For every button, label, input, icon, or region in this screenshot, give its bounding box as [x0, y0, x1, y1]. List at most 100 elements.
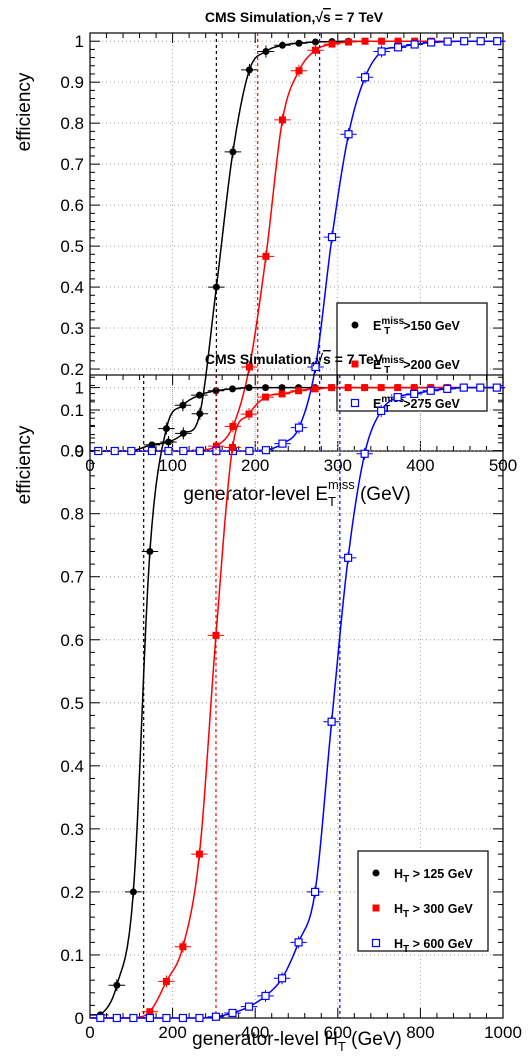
data-point: [141, 545, 159, 558]
marker-square: [262, 252, 270, 260]
x-tick-label: 800: [406, 1023, 434, 1042]
legend-label-main: E: [373, 358, 381, 372]
marker-square: [245, 363, 253, 371]
chart-title-sqrt-arg: s: [323, 351, 331, 367]
legend-label: HT > 600 GeV: [394, 937, 473, 955]
marker-open-square: [164, 446, 173, 456]
marker-open-square: [195, 1013, 204, 1023]
marker-square: [328, 384, 336, 392]
data-point: [257, 250, 275, 263]
marker-open-square: [162, 1013, 171, 1023]
data-point: [257, 393, 274, 401]
x-axis-label: generator-level ETmiss (GeV): [183, 477, 410, 509]
chart-title-rest: = 7 TeV: [331, 9, 384, 25]
data-point: [290, 421, 308, 434]
data-point: [422, 38, 440, 47]
x-tick-label: 1000: [484, 1023, 522, 1042]
series-3: [90, 375, 506, 1023]
x-axis-label-main: generator-level H: [192, 1029, 338, 1050]
marker-circle: [229, 148, 237, 156]
marker-open-square: [261, 991, 270, 1001]
data-point: [274, 439, 291, 448]
marker-open-square: [195, 446, 204, 456]
marker-open-square: [178, 1013, 188, 1023]
legend-label-main: H: [394, 902, 403, 916]
marker-open-square: [147, 446, 157, 456]
data-point: [372, 384, 390, 392]
data-point: [340, 128, 357, 141]
y-tick-label: 0.3: [60, 319, 84, 338]
y-tick-label: 0: [75, 442, 84, 461]
y-tick-label: 0.5: [60, 694, 84, 713]
marker-circle: [262, 47, 270, 55]
x-axis-label-sup: miss: [328, 477, 355, 492]
legend-marker: [372, 869, 380, 877]
marker-open-square: [327, 717, 336, 726]
data-point: [240, 408, 258, 421]
marker-square: [162, 977, 170, 985]
marker-circle: [245, 384, 253, 392]
data-point: [125, 1013, 142, 1023]
data-point: [307, 360, 324, 373]
marker-circle: [295, 39, 303, 47]
legend-marker: [351, 360, 359, 368]
data-point: [224, 385, 241, 393]
marker-circle: [196, 410, 204, 418]
data-point: [158, 975, 175, 988]
data-point: [323, 384, 340, 392]
legend-label-sub: T: [403, 909, 409, 920]
x-axis-label: generator-level HT (GeV): [192, 1029, 402, 1054]
data-point: [191, 848, 208, 861]
x-tick-label: 200: [158, 1023, 186, 1042]
data-point: [306, 885, 324, 898]
data-point: [488, 37, 506, 46]
data-point: [389, 392, 406, 402]
legend-label-sup: miss: [381, 316, 404, 327]
y-axis-label: efficiency: [14, 72, 35, 151]
marker-open-square: [311, 362, 320, 372]
marker-open-square: [310, 887, 320, 897]
marker-open-square: [443, 384, 452, 393]
marker-square: [262, 393, 270, 401]
marker-square: [361, 37, 369, 45]
data-point: [240, 1002, 258, 1011]
marker-square: [179, 943, 187, 951]
data-point: [257, 384, 274, 392]
marker-circle: [195, 391, 203, 399]
y-tick-label: 0.4: [60, 278, 84, 297]
legend-label-sup: miss: [381, 355, 404, 366]
data-point: [307, 38, 324, 46]
marker-open-square: [460, 37, 469, 46]
marker-open-square: [96, 1013, 105, 1023]
y-tick-label: 0.8: [60, 505, 84, 524]
marker-open-square: [459, 383, 468, 392]
marker-open-square: [493, 37, 502, 46]
data-point: [241, 360, 258, 373]
marker-open-square: [410, 389, 419, 399]
marker-open-square: [129, 1013, 138, 1023]
marker-open-square: [393, 392, 402, 402]
data-point: [389, 43, 407, 52]
marker-circle: [164, 438, 172, 446]
data-point: [405, 384, 423, 392]
x-tick-label: 400: [406, 456, 434, 475]
data-point: [224, 145, 242, 158]
marker-circle: [311, 38, 319, 46]
marker-open-square: [245, 446, 254, 456]
x-tick-label: 600: [324, 1023, 352, 1042]
data-point: [339, 384, 357, 392]
legend-label-sub: T: [384, 326, 390, 337]
marker-open-square: [344, 553, 353, 562]
marker-circle: [228, 385, 236, 393]
data-point: [158, 1013, 175, 1023]
marker-square: [311, 385, 319, 393]
marker-circle: [179, 429, 187, 437]
data-point: [373, 45, 390, 58]
legend-label-rest: >150 GeV: [403, 319, 460, 333]
legend-label: Emiss T >200 GeV: [373, 355, 461, 376]
marker-open-square: [426, 386, 435, 395]
y-tick-label: 0.8: [60, 114, 84, 133]
